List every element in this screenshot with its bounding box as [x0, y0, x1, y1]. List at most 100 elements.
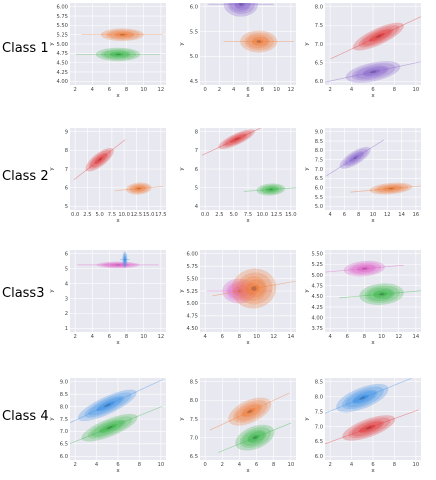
- x-tick-label: 8: [357, 212, 360, 218]
- y-tick-label: 7: [65, 167, 68, 173]
- x-tick-label: 2: [221, 462, 224, 468]
- density-contour: [229, 3, 251, 12]
- density-layer: [325, 16, 421, 83]
- y-tick-label: 5.0: [315, 204, 323, 210]
- density-contour: [223, 3, 258, 17]
- y-tick-label: 7.5: [60, 417, 68, 423]
- x-axis-label: x: [246, 93, 250, 99]
- row-label-class-4: Class 4: [2, 409, 49, 424]
- y-tick-label: 6.00: [186, 252, 198, 258]
- density-contour: [360, 394, 370, 400]
- x-tick-label: 8: [272, 462, 275, 468]
- x-tick-label: 10: [140, 334, 147, 340]
- x-tick-label: 10.0: [257, 212, 269, 218]
- x-tick-label: 12.5: [271, 212, 283, 218]
- y-tick-label: 4.50: [186, 326, 198, 332]
- y-axis-label: y: [49, 167, 55, 171]
- y-axis-label: y: [304, 417, 310, 421]
- x-tick-label: 15.0: [285, 212, 297, 218]
- x-tick-label: 5.0: [96, 212, 104, 218]
- y-tick-label: 8.5: [315, 380, 323, 386]
- density-peak: [388, 187, 394, 190]
- x-tick-label: 6: [255, 462, 258, 468]
- y-tick-label: 5.75: [56, 14, 68, 20]
- y-tick-label: 5.00: [56, 42, 68, 48]
- y-axis-label: y: [304, 289, 310, 293]
- density-series-green: [256, 183, 286, 196]
- y-tick-label: 8.5: [190, 380, 198, 386]
- x-tick-label: 10: [273, 87, 280, 93]
- x-tick-label: 8: [393, 87, 396, 93]
- x-tick-label: 6: [116, 462, 119, 468]
- density-peak: [238, 3, 243, 6]
- chart-panel-r4-c1: 2 4 6 8 10 6.0 6.5 7.0 7.5 8.0 8.5 9.0 x y: [49, 378, 166, 474]
- y-tick-label: 5.5: [190, 29, 198, 35]
- density-contour: [116, 53, 124, 56]
- y-tick-label: 7.5: [190, 417, 198, 423]
- density-contour: [107, 424, 117, 429]
- density-contour: [121, 33, 128, 36]
- y-tick-label: 6.0: [315, 79, 323, 85]
- x-tick-label: 10: [158, 462, 165, 468]
- x-tick-label: 7.5: [244, 212, 252, 218]
- y-tick-label: 7.0: [315, 424, 323, 430]
- y-tick-label: 6.5: [315, 439, 323, 445]
- y-tick-label: 3.75: [311, 326, 323, 332]
- density-series-blue: [336, 383, 389, 413]
- x-tick-label: 6: [246, 87, 249, 93]
- y-tick-label: 3: [65, 296, 68, 302]
- chart-panel-r2-c3: 4 6 8 10 12 14 16 5.0 5.5 6.0 6.5 7.0 7.5 8.0 8.5 9.0 x y: [304, 128, 421, 224]
- density-contour: [367, 424, 376, 430]
- x-tick-label: 4: [350, 462, 354, 468]
- y-axis-label: y: [179, 417, 185, 421]
- y-tick-label: 6.00: [56, 5, 68, 11]
- row-label-class-1: Class 1: [2, 41, 49, 56]
- x-axis-label: x: [246, 218, 250, 224]
- y-tick-label: 4.00: [311, 315, 323, 321]
- density-layer: [209, 392, 292, 453]
- density-peak: [124, 258, 126, 261]
- density-layer: [206, 268, 296, 309]
- y-tick-label: 6: [65, 252, 68, 258]
- x-tick-label: 6: [371, 87, 374, 93]
- density-peak: [237, 289, 242, 293]
- density-layer: [326, 139, 421, 195]
- x-tick-label: 10: [413, 462, 420, 468]
- chart-panel-r3-c3: 4 6 8 10 12 14 3.75 4.00 4.25 4.50 4.75 5.00 5.25 5.5…: [304, 250, 421, 346]
- density-series-orange: [240, 30, 278, 53]
- x-tick-label: 6: [221, 334, 224, 340]
- x-tick-label: 2: [73, 87, 76, 93]
- density-layer: [73, 139, 163, 195]
- y-tick-label: 7.0: [315, 42, 323, 48]
- x-tick-label: 4: [238, 462, 242, 468]
- y-tick-label: 8: [195, 130, 198, 136]
- y-tick-label: 8.0: [315, 5, 323, 11]
- density-contour: [116, 264, 124, 266]
- x-tick-label: 2: [328, 87, 331, 93]
- panel-grid: 2 4 6 8 10 124.004.254.504.755.005.255.505.75…: [49, 3, 421, 474]
- density-peak: [115, 53, 121, 56]
- y-axis-label: y: [304, 42, 310, 46]
- y-tick-label: 7.5: [315, 409, 323, 415]
- y-tick-label: 5: [195, 185, 198, 191]
- x-tick-label: 6: [108, 87, 111, 93]
- x-tick-label: 12: [384, 212, 391, 218]
- density-contour: [124, 258, 126, 262]
- y-axis-label: y: [179, 42, 185, 46]
- density-series-purple: [223, 3, 258, 17]
- x-tick-label: 10: [378, 334, 385, 340]
- x-tick-label: 2: [73, 462, 76, 468]
- y-tick-label: 5.50: [311, 252, 323, 258]
- density-peak: [353, 156, 358, 160]
- y-tick-label: 6.5: [60, 442, 68, 448]
- x-tick-label: 6: [371, 462, 374, 468]
- density-peak: [359, 396, 366, 400]
- density-series-red: [352, 22, 404, 51]
- y-tick-label: 4.25: [56, 70, 68, 76]
- x-tick-label: 0.0: [71, 212, 79, 218]
- density-peak: [269, 188, 273, 191]
- x-axis-label: x: [371, 340, 375, 346]
- chart-panel-r1-c3: 2 4 6 8 10 6.0 6.5 7.0 7.5 8.0 x y: [304, 3, 421, 99]
- chart-panel-r1-c2: 0 2 4 6 8 10 12 4.5 5.0 5.5 6.0 x y: [179, 3, 296, 99]
- chart-panel-r3-c2: 4 6 8 10 12 14 4.50 4.75 5.00 5.25 5.50 5.75 6.00 x y: [179, 250, 296, 346]
